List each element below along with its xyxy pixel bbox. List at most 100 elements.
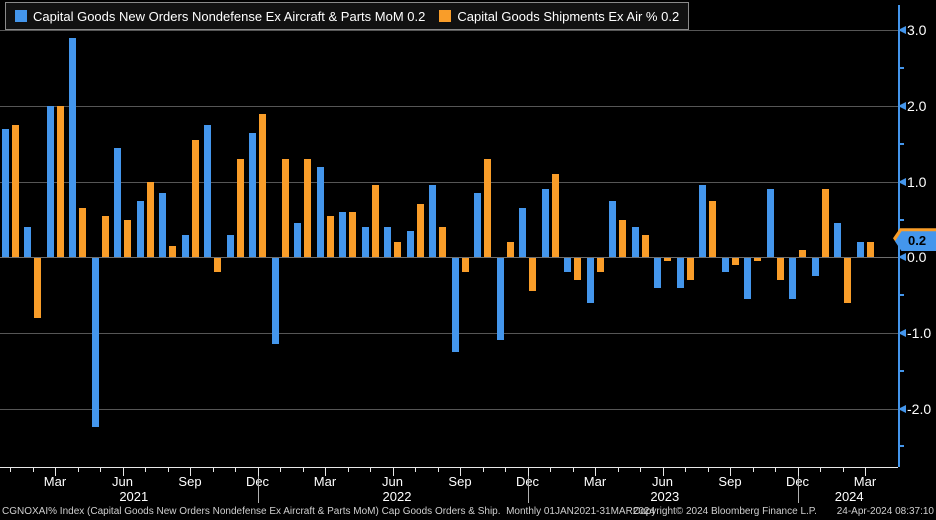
x-tick xyxy=(707,468,709,472)
bar-new-orders xyxy=(204,124,211,258)
bar-shipments xyxy=(146,181,154,258)
bar-shipments xyxy=(551,174,559,258)
gridline xyxy=(0,333,898,334)
gridline xyxy=(0,408,898,410)
bar-new-orders xyxy=(496,257,504,341)
bar-new-orders xyxy=(429,185,436,258)
bar-shipments xyxy=(304,158,311,258)
x-tick xyxy=(10,468,11,472)
y-axis-label: 0.0 xyxy=(907,249,927,266)
x-tick xyxy=(460,468,461,476)
bar-new-orders xyxy=(811,257,819,277)
bar-new-orders xyxy=(226,234,234,258)
bar-new-orders xyxy=(69,37,76,258)
x-tick xyxy=(145,468,146,472)
y-tick-minor xyxy=(898,67,904,70)
x-tick xyxy=(640,468,641,472)
x-tick xyxy=(167,468,169,472)
bar-new-orders xyxy=(1,128,9,258)
bar-new-orders xyxy=(136,200,144,258)
legend-label-shipments: Capital Goods Shipments Ex Air % 0.2 xyxy=(457,8,680,24)
bar-shipments xyxy=(596,257,604,273)
bar-new-orders xyxy=(91,257,99,428)
bar-shipments xyxy=(776,257,784,280)
x-tick xyxy=(415,468,416,472)
bar-shipments xyxy=(619,219,626,258)
bar-new-orders xyxy=(676,257,684,288)
footer-security-info: CGNOXAI% Index (Capital Goods New Orders… xyxy=(2,506,656,517)
footer-timestamp: 24-Apr-2024 08:37:10 xyxy=(836,506,934,517)
legend-item-shipments[interactable]: Capital Goods Shipments Ex Air % 0.2 xyxy=(439,9,679,24)
year-separator xyxy=(527,476,529,503)
bar-shipments xyxy=(236,158,244,258)
bar-new-orders xyxy=(271,257,279,345)
gridline xyxy=(0,106,898,107)
footer: CGNOXAI% Index (Capital Goods New Orders… xyxy=(0,505,936,519)
bar-shipments xyxy=(799,249,806,258)
bar-shipments xyxy=(349,211,356,258)
x-tick xyxy=(347,468,349,472)
x-tick xyxy=(302,468,304,472)
bar-new-orders xyxy=(834,223,841,258)
y-tick-minor xyxy=(898,445,904,448)
x-axis-year-label: 2021 xyxy=(119,489,149,504)
bar-shipments xyxy=(709,200,716,258)
y-tick-minor xyxy=(898,218,904,221)
bar-shipments xyxy=(731,257,739,265)
bar-shipments xyxy=(56,106,64,258)
x-tick xyxy=(482,468,484,472)
bar-new-orders xyxy=(744,257,751,299)
x-axis-label: Sep xyxy=(448,474,472,489)
x-axis-label: Jun xyxy=(112,474,133,489)
x-axis-label: Mar xyxy=(583,474,607,489)
bar-shipments xyxy=(574,257,581,280)
bar-new-orders xyxy=(159,193,166,258)
x-tick xyxy=(32,468,34,472)
x-tick xyxy=(797,468,799,476)
x-axis-label: Sep xyxy=(718,474,742,489)
bar-new-orders xyxy=(541,189,549,258)
bar-new-orders xyxy=(339,211,346,258)
x-axis-label: Mar xyxy=(313,474,337,489)
bar-shipments xyxy=(11,124,19,258)
x-tick xyxy=(55,468,56,476)
bar-new-orders xyxy=(721,257,729,273)
bar-new-orders xyxy=(24,227,31,258)
bar-new-orders xyxy=(294,223,301,258)
x-tick xyxy=(190,468,191,476)
y-tick-minor xyxy=(898,369,904,372)
bar-new-orders xyxy=(586,257,594,303)
x-tick xyxy=(617,468,619,472)
x-tick xyxy=(212,468,214,472)
x-tick xyxy=(752,468,754,472)
year-separator xyxy=(257,476,259,503)
bar-new-orders xyxy=(699,185,706,258)
legend-label-new-orders: Capital Goods New Orders Nondefense Ex A… xyxy=(33,8,426,24)
shipments-series-swatch-icon xyxy=(439,10,452,22)
x-tick xyxy=(122,468,124,476)
bar-new-orders xyxy=(519,208,526,258)
legend-item-new-orders[interactable]: Capital Goods New Orders Nondefense Ex A… xyxy=(15,9,425,24)
x-axis-label: Mar xyxy=(853,474,877,489)
bar-new-orders xyxy=(361,227,369,258)
y-tick-arrow-icon xyxy=(898,26,906,35)
x-tick xyxy=(775,468,776,472)
x-tick xyxy=(437,468,439,472)
x-axis-year-label: 2023 xyxy=(650,489,680,504)
x-tick xyxy=(550,468,551,472)
x-axis-label: Jun xyxy=(652,474,673,489)
bar-shipments xyxy=(214,257,221,273)
x-axis-label: Jun xyxy=(382,474,403,489)
gridline xyxy=(0,181,898,183)
x-tick xyxy=(77,468,79,472)
x-axis-label: Sep xyxy=(178,474,202,489)
y-axis-label: -1.0 xyxy=(907,325,932,341)
bar-shipments xyxy=(686,257,694,280)
x-axis-year-label: 2024 xyxy=(834,489,864,504)
x-axis-line xyxy=(0,467,898,468)
bar-shipments xyxy=(484,158,491,258)
bar-shipments xyxy=(754,257,761,262)
x-tick xyxy=(662,468,664,476)
bar-shipments xyxy=(664,257,671,262)
